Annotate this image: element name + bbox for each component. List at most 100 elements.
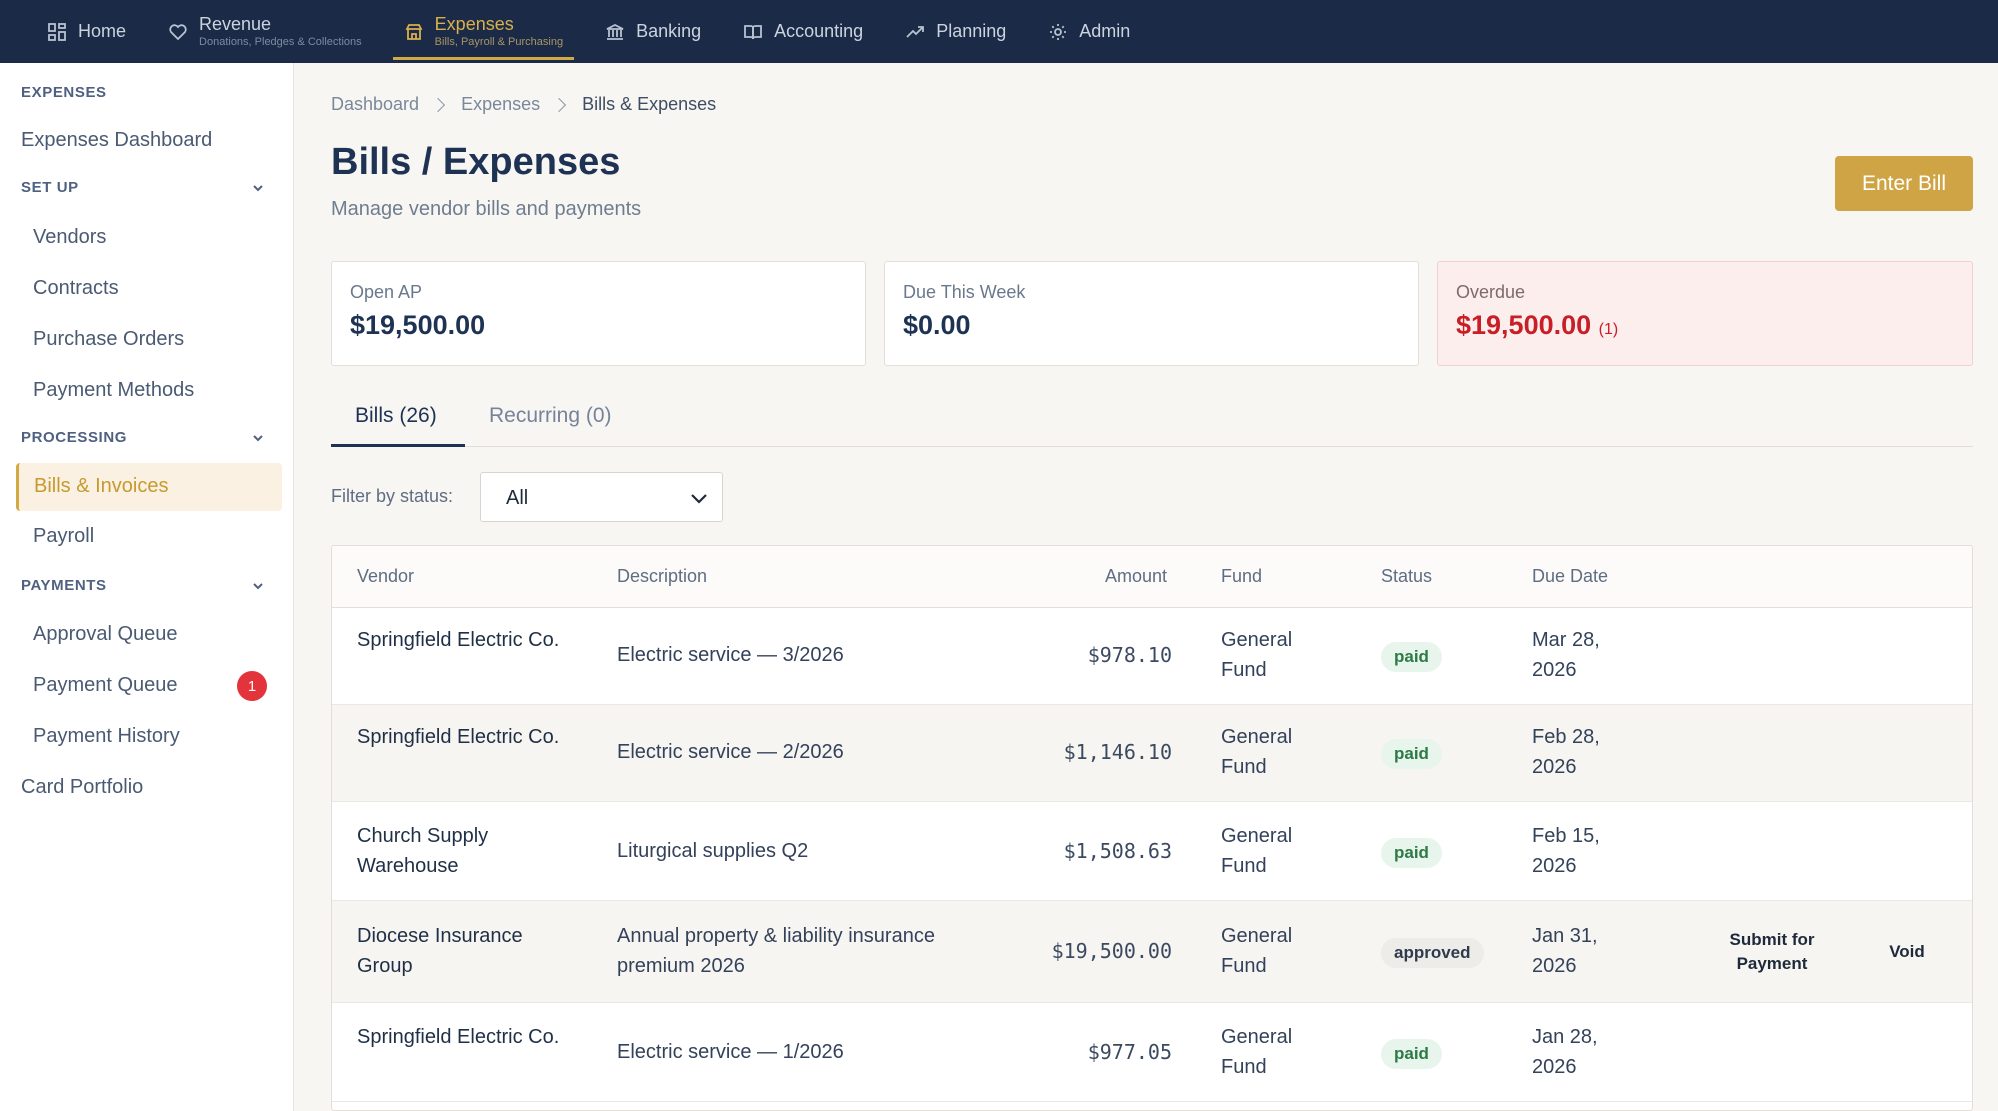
tab-recurring[interactable]: Recurring (0) xyxy=(489,404,612,427)
breadcrumb-dashboard[interactable]: Dashboard xyxy=(331,94,420,114)
table-row[interactable]: Church Supply Warehouse Liturgical suppl… xyxy=(332,802,1972,901)
fund-cell: General Fund xyxy=(1221,726,1293,778)
description-cell: Liturgical supplies Q2 xyxy=(617,840,809,862)
book-icon xyxy=(744,24,763,39)
description-cell: Electric service — 1/2026 xyxy=(617,1041,844,1063)
enter-bill-button[interactable]: Enter Bill xyxy=(1835,156,1973,211)
sidebar-item-payroll[interactable]: Payroll xyxy=(33,525,95,547)
fund-cell: General Fund xyxy=(1221,1026,1293,1078)
nav-label: Planning xyxy=(936,21,1007,42)
chevron-down-icon xyxy=(253,184,263,191)
chevron-down-icon xyxy=(253,434,263,441)
open-ap-card: Open AP $19,500.00 xyxy=(331,261,866,366)
bank-icon xyxy=(606,23,624,40)
nav-sublabel: Bills, Payroll & Purchasing xyxy=(434,35,564,48)
column-header-vendor[interactable]: Vendor xyxy=(357,566,415,586)
chevron-right-icon xyxy=(552,97,567,112)
overdue-card[interactable]: Overdue $19,500.00 (1) xyxy=(1437,261,1973,366)
nav-label: Admin xyxy=(1079,21,1131,42)
table-row[interactable]: Diocese Insurance Group Annual property … xyxy=(332,901,1972,1003)
card-value: $19,500.00 xyxy=(350,310,486,340)
nav-label: Home xyxy=(78,21,127,42)
column-header-status[interactable]: Status xyxy=(1381,566,1433,586)
due-date-cell: Mar 28, 2026 xyxy=(1532,629,1600,681)
sidebar-item-expenses-dashboard[interactable]: Expenses Dashboard xyxy=(21,129,213,151)
breadcrumb-expenses[interactable]: Expenses xyxy=(461,94,541,114)
sidebar-section-setup[interactable]: SET UP xyxy=(21,179,265,196)
column-header-fund[interactable]: Fund xyxy=(1221,566,1263,586)
sidebar-item-label: Bills & Invoices xyxy=(34,475,169,497)
select-value: All xyxy=(506,487,529,509)
chevron-down-icon xyxy=(691,494,707,504)
nav-banking[interactable]: Banking xyxy=(584,0,722,63)
vendor-cell: Church Supply Warehouse xyxy=(357,825,489,877)
chevron-down-icon xyxy=(253,582,263,589)
table-row[interactable]: Springfield Electric Co. Electric servic… xyxy=(332,608,1972,705)
description-cell: Annual property & liability insurance pr… xyxy=(617,925,935,977)
column-header-description[interactable]: Description xyxy=(617,566,708,586)
nav-admin[interactable]: Admin xyxy=(1027,0,1151,63)
due-date-cell: Feb 28, 2026 xyxy=(1532,726,1600,778)
description-cell: Electric service — 2/2026 xyxy=(617,741,844,763)
nav-accounting[interactable]: Accounting xyxy=(722,0,884,63)
card-label: Due This Week xyxy=(903,282,1026,302)
due-date-cell: Jan 31, 2026 xyxy=(1532,925,1598,977)
table-row[interactable]: Springfield Electric Co. Electric servic… xyxy=(332,1003,1972,1102)
sidebar: EXPENSES Expenses Dashboard SET UP Vendo… xyxy=(0,63,294,1111)
column-header-amount[interactable]: Amount xyxy=(1105,566,1168,586)
sidebar-item-contracts[interactable]: Contracts xyxy=(33,277,119,299)
card-value: $19,500.00 (1) xyxy=(1456,310,1619,340)
vendor-cell: Diocese Insurance Group xyxy=(357,925,523,977)
bill-tabs: Bills (26) Recurring (0) xyxy=(331,396,1973,447)
fund-cell: General Fund xyxy=(1221,629,1293,681)
sidebar-item-purchase-orders[interactable]: Purchase Orders xyxy=(33,328,185,350)
nav-label: Banking xyxy=(636,21,702,42)
nav-revenue[interactable]: Revenue Donations, Pledges & Collections xyxy=(147,0,383,63)
submit-for-payment-button[interactable]: Submit for Payment xyxy=(1729,930,1815,973)
active-tab-indicator xyxy=(331,444,465,447)
nav-expenses[interactable]: Expenses Bills, Payroll & Purchasing xyxy=(383,0,584,63)
sidebar-item-payment-history[interactable]: Payment History xyxy=(33,725,180,747)
sidebar-section-payments[interactable]: PAYMENTS xyxy=(21,577,265,594)
sidebar-item-payment-queue[interactable]: Payment Queue xyxy=(33,674,178,696)
breadcrumb-current: Bills & Expenses xyxy=(582,94,717,114)
description-cell: Electric service — 3/2026 xyxy=(617,644,844,666)
grid-icon xyxy=(48,22,66,41)
sidebar-item-bills-invoices[interactable]: Bills & Invoices xyxy=(16,463,282,511)
vendor-cell: Springfield Electric Co. xyxy=(357,726,560,748)
gear-icon xyxy=(1050,23,1067,40)
amount-cell: $1,146.10 xyxy=(1063,740,1172,764)
sidebar-item-payment-methods[interactable]: Payment Methods xyxy=(33,379,195,401)
sidebar-item-card-portfolio[interactable]: Card Portfolio xyxy=(21,776,144,798)
table-row[interactable]: Springfield Electric Co. Electric servic… xyxy=(332,705,1972,802)
sidebar-item-approval-queue[interactable]: Approval Queue xyxy=(33,623,178,645)
nav-planning[interactable]: Planning xyxy=(884,0,1027,63)
status-filter-select[interactable]: All xyxy=(480,472,723,522)
vendor-cell: Springfield Electric Co. xyxy=(357,629,560,651)
nav-label: Accounting xyxy=(774,21,864,42)
nav-label: Expenses xyxy=(434,13,514,34)
card-label: Open AP xyxy=(350,282,423,302)
payment-queue-count-badge: 1 xyxy=(237,671,267,701)
sidebar-section-processing[interactable]: PROCESSING xyxy=(21,429,265,446)
amount-cell: $1,508.63 xyxy=(1063,839,1172,863)
sidebar-section-expenses: EXPENSES xyxy=(21,84,107,101)
chevron-right-icon xyxy=(430,97,446,112)
void-button[interactable]: Void xyxy=(1889,942,1925,961)
status-badge: paid xyxy=(1381,838,1442,868)
trending-up-icon xyxy=(906,25,925,38)
due-this-week-card: Due This Week $0.00 xyxy=(884,261,1419,366)
heart-icon xyxy=(169,23,187,40)
nav-label: Revenue xyxy=(199,13,272,34)
status-badge: paid xyxy=(1381,739,1442,769)
amount-cell: $978.10 xyxy=(1087,643,1172,667)
due-date-cell: Feb 15, 2026 xyxy=(1532,825,1600,877)
sidebar-item-vendors[interactable]: Vendors xyxy=(33,226,107,248)
tab-bills[interactable]: Bills (26) xyxy=(355,404,437,427)
column-header-due-date[interactable]: Due Date xyxy=(1532,566,1609,586)
filter-label: Filter by status: xyxy=(331,486,454,506)
bills-table: Vendor Description Amount Fund Status Du… xyxy=(331,545,1973,1111)
nav-home[interactable]: Home xyxy=(26,0,147,63)
breadcrumb: Dashboard Expenses Bills & Expenses xyxy=(331,94,716,115)
amount-cell: $977.05 xyxy=(1087,1040,1172,1064)
